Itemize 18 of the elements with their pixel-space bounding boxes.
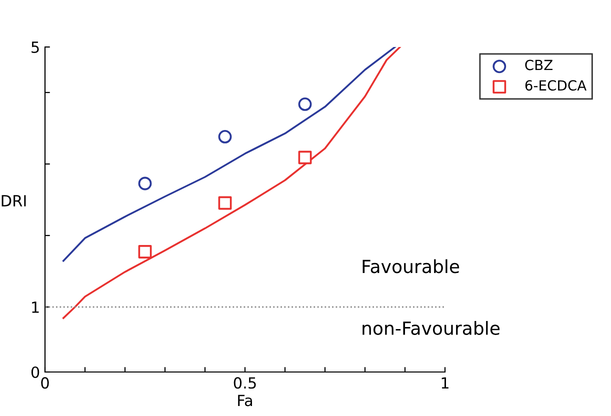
legend-label: CBZ: [525, 60, 553, 70]
point: [218, 130, 232, 144]
y-tick-label: 5: [32, 42, 39, 54]
annotation: non-Favourable: [362, 321, 500, 335]
legend-label: 6-ECDCA: [525, 80, 586, 91]
point: [218, 196, 232, 210]
x-tick-label: 0: [41, 377, 49, 389]
point: [298, 150, 312, 164]
point: [138, 245, 152, 258]
point: [138, 176, 152, 190]
x-tick-label: 0.5: [234, 377, 256, 389]
y-tick-label: 0: [31, 366, 40, 378]
x-axis-title: Fa: [238, 394, 252, 406]
annotation: Favourable: [362, 259, 460, 274]
point: [298, 97, 312, 111]
x-tick-label: 1: [442, 377, 448, 388]
y-axis-title: DRI: [2, 195, 26, 206]
y-tick-label: 1: [32, 302, 39, 313]
